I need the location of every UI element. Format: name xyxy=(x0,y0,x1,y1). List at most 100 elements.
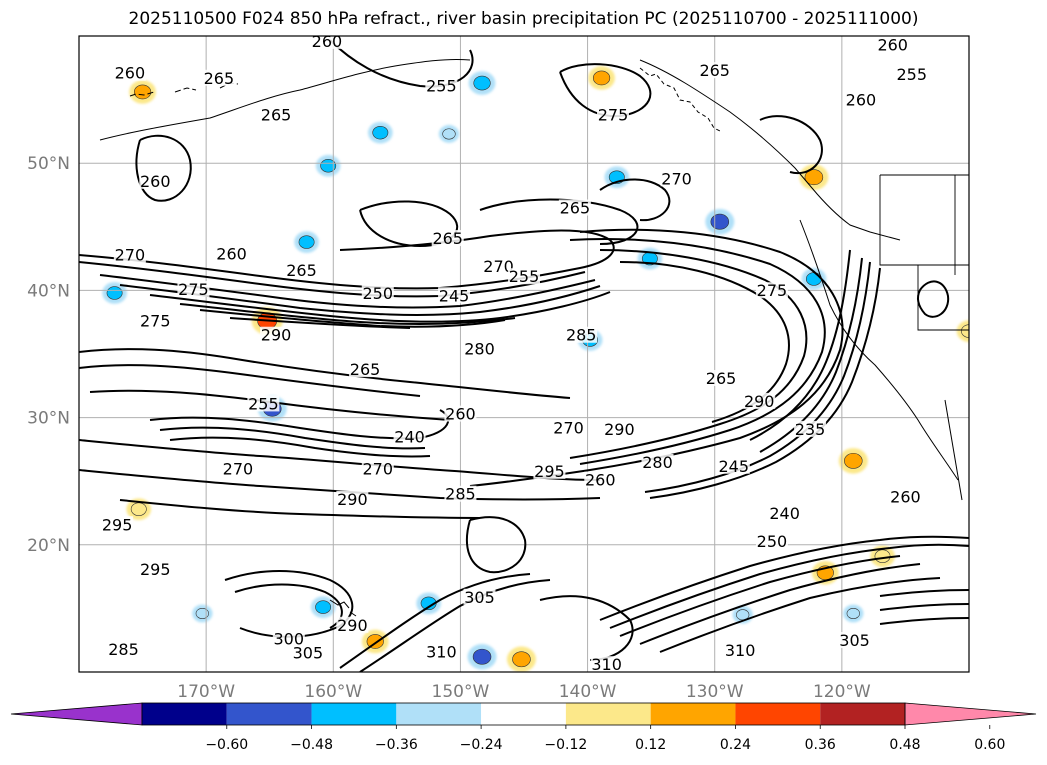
contour-label: 260 xyxy=(585,471,616,490)
contour-label-bg xyxy=(177,280,210,297)
contour-label: 255 xyxy=(426,76,457,95)
contour-label: 260 xyxy=(115,64,146,83)
coastlines xyxy=(99,58,969,617)
contour-label: 310 xyxy=(591,655,622,674)
contour-label-bg xyxy=(444,405,477,422)
precip-blob xyxy=(473,75,491,91)
chart-title: 2025110500 F024 850 hPa refract., river … xyxy=(128,9,919,29)
contour-label-bg xyxy=(272,630,305,647)
precip-blob xyxy=(805,272,822,286)
contour-label: 265 xyxy=(699,61,730,80)
latitude-axis: 50°N 40°N 30°N 20°N xyxy=(27,154,70,556)
contour-label-bg xyxy=(139,312,172,329)
contour-label: 265 xyxy=(560,199,591,218)
graticule xyxy=(79,36,969,672)
colorbar-swatch xyxy=(311,703,397,725)
colorbar-tick-label: −0.48 xyxy=(290,737,333,753)
precip-blob xyxy=(844,452,863,469)
lon-tick-label: 120°W xyxy=(813,682,871,702)
lon-tick-label: 150°W xyxy=(432,682,490,702)
colorbar-tick-label: 0.12 xyxy=(635,737,666,753)
contour-label-bg xyxy=(444,485,477,502)
contour-label-bg xyxy=(336,490,369,507)
contour-label-bg xyxy=(107,640,140,657)
lon-tick-label: 130°W xyxy=(686,682,744,702)
contour-label-bg xyxy=(463,340,496,357)
contour-label: 260 xyxy=(312,32,343,51)
precip-blob xyxy=(874,549,891,563)
colorbar-extend-max xyxy=(904,702,1037,726)
contour-label-bg xyxy=(482,258,515,275)
contour-label-bg xyxy=(876,36,909,53)
contour-label: 260 xyxy=(846,90,877,109)
precip-blob xyxy=(846,607,860,619)
contour-label: 265 xyxy=(432,229,463,248)
contour-label: 290 xyxy=(337,616,368,635)
colorbar-tick-label: 0.60 xyxy=(974,737,1005,753)
precip-blob xyxy=(512,651,531,668)
precip-blob xyxy=(133,84,152,100)
precip-blob xyxy=(106,286,123,300)
contour-label: 305 xyxy=(839,631,870,650)
contour-label-bg xyxy=(717,457,750,474)
contour-label: 280 xyxy=(464,340,495,359)
colorbar-extend-min xyxy=(10,702,143,726)
contour-labels: 260 260 260 265 255 265 255 260 265 275 260 270 265 2… xyxy=(101,32,928,674)
precip-blob xyxy=(372,125,389,140)
contour-label-bg xyxy=(260,106,293,123)
contour-label: 270 xyxy=(363,459,394,478)
colorbar-swatch xyxy=(226,703,312,725)
contour-label-bg xyxy=(552,419,585,436)
lat-tick-label: 40°N xyxy=(27,281,70,301)
contour-label: 275 xyxy=(178,280,209,299)
lat-tick-label: 50°N xyxy=(27,154,70,174)
contour-label: 265 xyxy=(706,369,737,388)
contour-label-bg xyxy=(361,284,394,301)
lon-tick-label: 140°W xyxy=(559,682,617,702)
contour-label: 290 xyxy=(604,420,635,439)
contour-label: 310 xyxy=(426,642,457,661)
contour-label: 270 xyxy=(223,459,254,478)
lon-tick-label: 170°W xyxy=(177,682,235,702)
contour-label: 265 xyxy=(286,261,317,280)
precip-blob xyxy=(195,607,209,619)
contour-label-bg xyxy=(113,246,146,263)
contour-label: 260 xyxy=(140,172,171,191)
contour-label-bg xyxy=(755,532,788,549)
contour-label: 255 xyxy=(509,267,540,286)
longitude-axis: 170°W 160°W 150°W 140°W 130°W 120°W xyxy=(177,682,871,702)
contour-label-bg xyxy=(215,245,248,262)
contour-label-bg xyxy=(603,420,636,437)
contour-label-bg xyxy=(698,62,731,79)
contour-label-bg xyxy=(508,268,540,285)
precip-blob xyxy=(710,213,730,230)
contour-label-bg xyxy=(565,326,598,343)
contour-label: 250 xyxy=(363,284,394,303)
contour-label-bg xyxy=(705,369,738,386)
contour-label: 240 xyxy=(394,427,425,446)
contour-label: 290 xyxy=(744,392,775,411)
contour-label-bg xyxy=(247,395,280,412)
colorbar-swatch xyxy=(820,703,905,725)
contour-label: 295 xyxy=(534,462,565,481)
lat-tick-label: 20°N xyxy=(27,536,70,556)
precip-blob xyxy=(315,600,332,614)
colorbar-tick-label: −0.60 xyxy=(205,737,248,753)
contour-label: 295 xyxy=(140,560,171,579)
colorbar-tick-label: −0.12 xyxy=(544,737,587,753)
contour-label: 240 xyxy=(769,504,800,523)
contour-label: 305 xyxy=(464,588,495,607)
contour-label: 255 xyxy=(897,65,928,84)
contour-label-bg xyxy=(724,642,757,659)
contour-label: 275 xyxy=(140,312,171,331)
contour-label-bg xyxy=(889,488,922,505)
contour-label-bg xyxy=(768,504,801,521)
contour-label: 265 xyxy=(350,360,381,379)
contour-label-bg xyxy=(260,326,293,343)
contour-label-bg xyxy=(393,428,426,445)
contour-label: 235 xyxy=(795,420,826,439)
contour-label: 245 xyxy=(719,457,750,476)
contour-label: 290 xyxy=(337,490,368,509)
contour-label-bg xyxy=(590,656,623,672)
contour-label-bg xyxy=(533,462,566,479)
